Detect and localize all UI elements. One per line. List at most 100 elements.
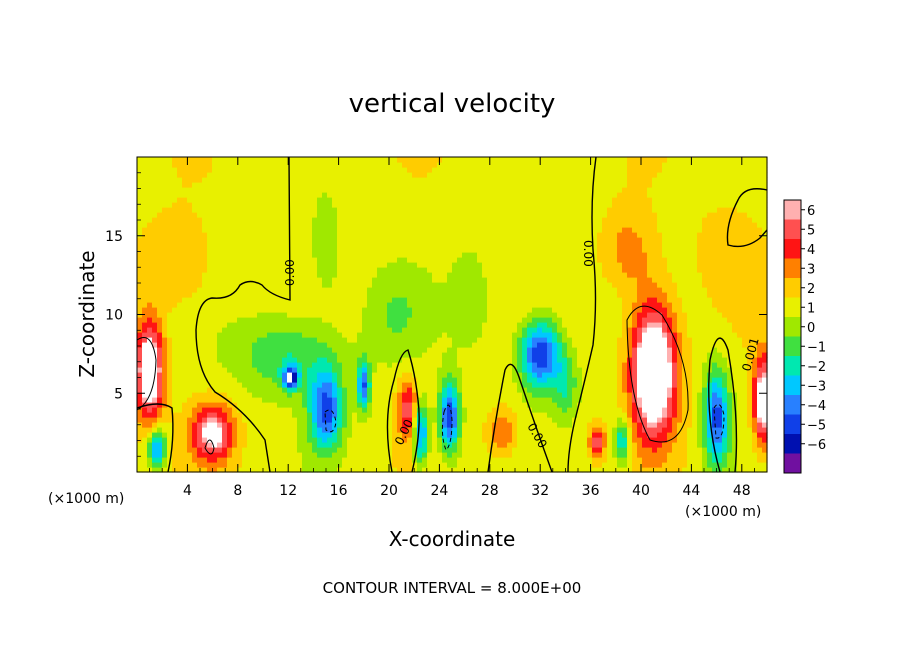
heatmap-cell [252, 182, 258, 188]
heatmap-cell [332, 312, 338, 318]
heatmap-cell [302, 327, 308, 333]
heatmap-cell [522, 402, 528, 408]
heatmap-cell [137, 157, 143, 163]
heatmap-cell [282, 192, 288, 198]
heatmap-cell [292, 332, 298, 338]
heatmap-cell [232, 397, 238, 403]
heatmap-cell [147, 162, 153, 168]
heatmap-cell [327, 347, 333, 353]
heatmap-cell [437, 397, 443, 403]
heatmap-cell [527, 172, 533, 178]
heatmap-cell [462, 227, 468, 233]
heatmap-cell [417, 157, 423, 163]
heatmap-cell [397, 432, 403, 438]
heatmap-cell [527, 377, 533, 383]
heatmap-cell [422, 297, 428, 303]
heatmap-cell [382, 342, 388, 348]
heatmap-cell [372, 402, 378, 408]
heatmap-cell [487, 232, 493, 238]
heatmap-cell [217, 237, 223, 243]
heatmap-cell [222, 352, 228, 358]
heatmap-cell [342, 462, 348, 468]
heatmap-cell [302, 402, 308, 408]
heatmap-cell [232, 352, 238, 358]
heatmap-cell [382, 277, 388, 283]
heatmap-cell [352, 372, 358, 378]
heatmap-cell [357, 242, 363, 248]
heatmap-cell [402, 457, 408, 463]
heatmap-cell [157, 372, 163, 378]
heatmap-cell [422, 387, 428, 393]
heatmap-cell [227, 212, 233, 218]
heatmap-cell [272, 232, 278, 238]
heatmap-cell [177, 357, 183, 363]
heatmap-cell [222, 157, 228, 163]
heatmap-cell [337, 172, 343, 178]
heatmap-cell [187, 207, 193, 213]
heatmap-cell [272, 167, 278, 173]
heatmap-cell [147, 362, 153, 368]
heatmap-cell [207, 352, 213, 358]
heatmap-cell [347, 262, 353, 268]
heatmap-cell [367, 237, 373, 243]
heatmap-cell [442, 277, 448, 283]
heatmap-cell [197, 407, 203, 413]
heatmap-cell [517, 252, 523, 258]
heatmap-cell [377, 392, 383, 398]
heatmap-cell [477, 187, 483, 193]
heatmap-cell [357, 262, 363, 268]
heatmap-cell [192, 237, 198, 243]
heatmap-cell [387, 467, 393, 473]
heatmap-cell [352, 262, 358, 268]
heatmap-cell [137, 177, 143, 183]
heatmap-cell [197, 352, 203, 358]
heatmap-cell [422, 427, 428, 433]
heatmap-cell [157, 317, 163, 323]
heatmap-cell [262, 232, 268, 238]
heatmap-cell [262, 282, 268, 288]
heatmap-cell [467, 202, 473, 208]
heatmap-cell [352, 432, 358, 438]
heatmap-cell [447, 157, 453, 163]
heatmap-cell [197, 382, 203, 388]
heatmap-cell [377, 377, 383, 383]
heatmap-cell [232, 332, 238, 338]
heatmap-cell [352, 307, 358, 313]
heatmap-cell [407, 372, 413, 378]
heatmap-cell [267, 407, 273, 413]
heatmap-cell [387, 407, 393, 413]
heatmap-cell [402, 217, 408, 223]
heatmap-cell [302, 247, 308, 253]
heatmap-cell [392, 367, 398, 373]
heatmap-cell [167, 397, 173, 403]
heatmap-cell [287, 462, 293, 468]
heatmap-cell [377, 267, 383, 273]
heatmap-cell [157, 277, 163, 283]
heatmap-cell [202, 247, 208, 253]
heatmap-cell [212, 307, 218, 313]
heatmap-cell [462, 407, 468, 413]
heatmap-cell [237, 387, 243, 393]
heatmap-cell [482, 252, 488, 258]
heatmap-cell [247, 322, 253, 328]
heatmap-cell [417, 267, 423, 273]
heatmap-cell [252, 262, 258, 268]
heatmap-cell [377, 382, 383, 388]
heatmap-cell [397, 452, 403, 458]
heatmap-cell [142, 297, 148, 303]
heatmap-cell [357, 377, 363, 383]
heatmap-cell [457, 357, 463, 363]
heatmap-cell [362, 437, 368, 443]
heatmap-cell [257, 422, 263, 428]
heatmap-cell [467, 277, 473, 283]
heatmap-cell [252, 162, 258, 168]
heatmap-cell [282, 422, 288, 428]
heatmap-cell [222, 237, 228, 243]
heatmap-cell [247, 457, 253, 463]
heatmap-cell [207, 262, 213, 268]
heatmap-cell [247, 392, 253, 398]
heatmap-cell [212, 357, 218, 363]
heatmap-cell [347, 357, 353, 363]
heatmap-cell [457, 307, 463, 313]
heatmap-cell [342, 387, 348, 393]
